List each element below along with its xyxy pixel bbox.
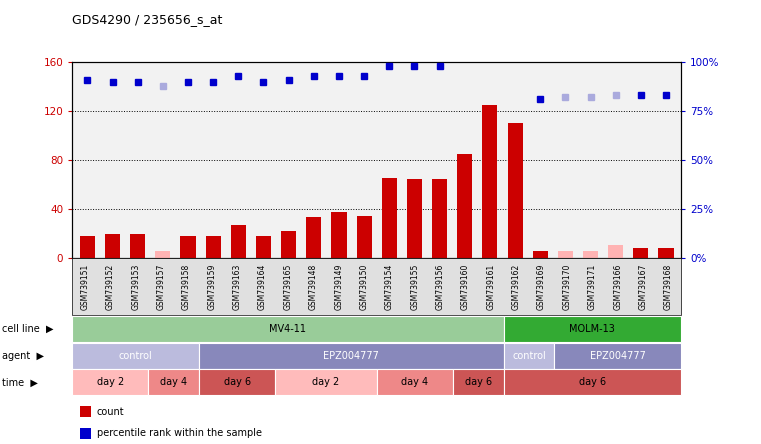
Bar <box>382 178 396 258</box>
Text: control: control <box>119 351 153 361</box>
Bar <box>482 105 498 258</box>
Text: GSM739153: GSM739153 <box>131 263 140 309</box>
Text: GSM739169: GSM739169 <box>537 263 546 309</box>
Bar <box>155 251 170 258</box>
Text: control: control <box>512 351 546 361</box>
Text: GSM739148: GSM739148 <box>309 263 318 309</box>
Bar <box>432 179 447 258</box>
Text: GSM739149: GSM739149 <box>334 263 343 309</box>
Text: percentile rank within the sample: percentile rank within the sample <box>97 428 262 438</box>
Text: EPZ004777: EPZ004777 <box>323 351 379 361</box>
Bar <box>533 251 548 258</box>
Text: day 6: day 6 <box>465 377 492 387</box>
Bar <box>256 236 271 258</box>
Text: GSM739165: GSM739165 <box>283 263 292 309</box>
Text: count: count <box>97 407 124 417</box>
Text: MV4-11: MV4-11 <box>269 324 307 334</box>
Bar <box>658 248 673 258</box>
Text: GSM739163: GSM739163 <box>233 263 242 309</box>
Text: EPZ004777: EPZ004777 <box>590 351 645 361</box>
Bar <box>608 246 623 258</box>
Text: MOLM-13: MOLM-13 <box>569 324 615 334</box>
Text: day 2: day 2 <box>97 377 124 387</box>
Text: GSM739154: GSM739154 <box>385 263 394 309</box>
Text: GSM739160: GSM739160 <box>461 263 470 309</box>
Bar <box>583 251 598 258</box>
Text: GSM739159: GSM739159 <box>207 263 216 309</box>
Bar <box>205 236 221 258</box>
Text: GSM739166: GSM739166 <box>613 263 622 309</box>
Bar <box>331 212 346 258</box>
Text: GDS4290 / 235656_s_at: GDS4290 / 235656_s_at <box>72 13 223 26</box>
Text: day 6: day 6 <box>579 377 606 387</box>
Bar <box>558 251 573 258</box>
Text: GSM739168: GSM739168 <box>664 263 673 309</box>
Text: GSM739171: GSM739171 <box>587 263 597 309</box>
Text: GSM739164: GSM739164 <box>258 263 267 309</box>
Text: GSM739155: GSM739155 <box>410 263 419 309</box>
Text: GSM739158: GSM739158 <box>182 263 191 309</box>
Text: day 6: day 6 <box>224 377 250 387</box>
Text: GSM739152: GSM739152 <box>106 263 115 309</box>
Bar <box>407 179 422 258</box>
Text: GSM739170: GSM739170 <box>562 263 572 309</box>
Text: agent  ▶: agent ▶ <box>2 351 43 361</box>
Text: day 4: day 4 <box>401 377 428 387</box>
Bar <box>130 234 145 258</box>
Text: GSM739150: GSM739150 <box>359 263 368 309</box>
Text: GSM739162: GSM739162 <box>511 263 521 309</box>
Bar <box>306 217 321 258</box>
Text: GSM739151: GSM739151 <box>81 263 90 309</box>
Bar <box>180 236 196 258</box>
Bar <box>231 225 246 258</box>
Text: day 2: day 2 <box>312 377 339 387</box>
Bar <box>80 236 95 258</box>
Bar <box>281 231 296 258</box>
Bar <box>633 248 648 258</box>
Bar <box>105 234 120 258</box>
Text: cell line  ▶: cell line ▶ <box>2 324 53 334</box>
Text: GSM739157: GSM739157 <box>157 263 166 309</box>
Text: GSM739161: GSM739161 <box>486 263 495 309</box>
Text: GSM739156: GSM739156 <box>435 263 444 309</box>
Bar <box>457 154 473 258</box>
Text: GSM739167: GSM739167 <box>638 263 648 309</box>
Bar <box>508 123 523 258</box>
Bar <box>357 216 371 258</box>
Text: time  ▶: time ▶ <box>2 377 37 387</box>
Text: day 4: day 4 <box>161 377 187 387</box>
